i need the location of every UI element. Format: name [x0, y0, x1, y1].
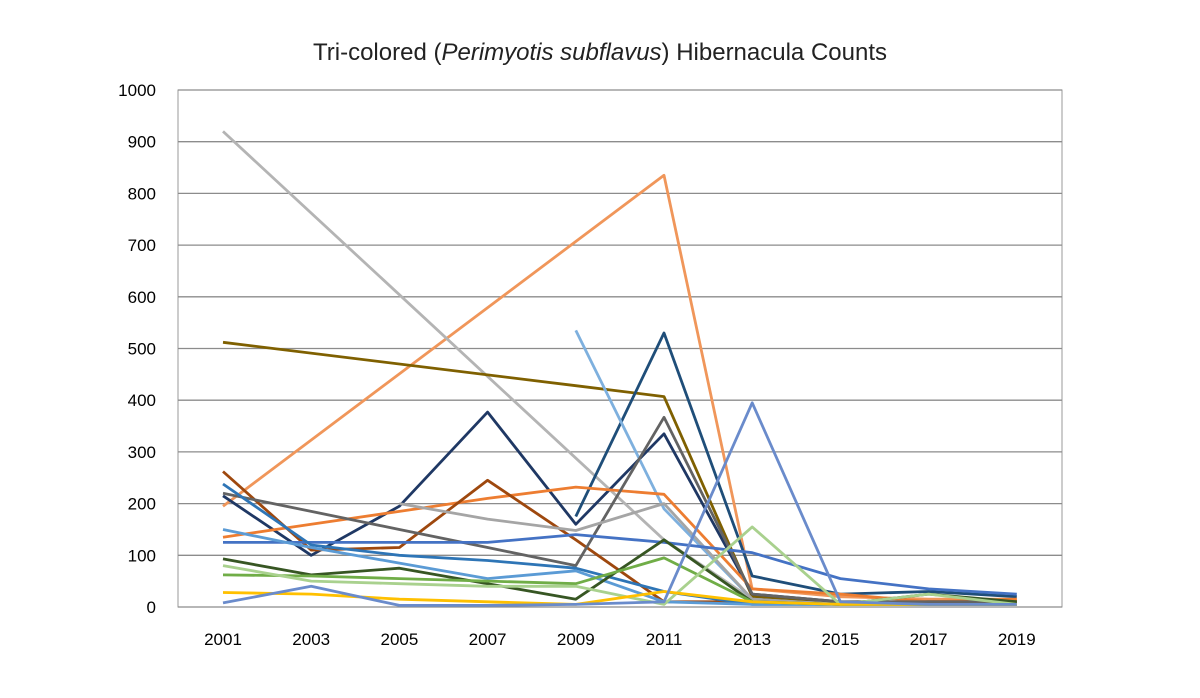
y-tick-label: 200: [128, 495, 156, 514]
y-tick-label: 900: [128, 133, 156, 152]
x-tick-label: 2011: [646, 630, 683, 649]
series-line-3: [222, 340, 1017, 604]
x-tick-label: 2007: [469, 630, 507, 649]
x-tick-label: 2015: [821, 630, 859, 649]
title-suffix: ) Hibernacula Counts: [662, 39, 887, 66]
y-tick-label: 700: [128, 236, 156, 255]
x-tick-label: 2005: [380, 630, 418, 649]
series-line-18: [222, 401, 1017, 607]
y-tick-label: 1000: [118, 81, 156, 100]
series-line-2: [222, 130, 1017, 606]
series-line-16: [222, 525, 1017, 606]
title-prefix: Tri-colored (: [313, 39, 441, 66]
y-tick-label: 400: [128, 391, 156, 410]
x-tick-label: 2009: [557, 630, 595, 649]
series-line-9: [222, 415, 1017, 604]
x-tick-label: 2017: [910, 630, 948, 649]
y-tick-label: 0: [147, 598, 156, 617]
series-line-5: [574, 331, 1017, 599]
y-tick-label: 600: [128, 288, 156, 307]
x-tick-label: 2019: [998, 630, 1036, 649]
x-tick-label: 2001: [204, 630, 242, 649]
series-line-1: [222, 173, 1017, 601]
y-tick-label: 500: [128, 340, 156, 359]
x-tick-label: 2013: [733, 630, 771, 649]
title-species: Perimyotis subflavus: [441, 39, 661, 66]
y-tick-label: 300: [128, 443, 156, 462]
x-tick-label: 2003: [292, 630, 330, 649]
chart-title: Tri-colored (Perimyotis subflavus) Hiber…: [313, 39, 887, 66]
series-line-11: [223, 533, 1017, 596]
y-tick-label: 800: [128, 184, 156, 203]
y-tick-label: 100: [128, 546, 156, 565]
